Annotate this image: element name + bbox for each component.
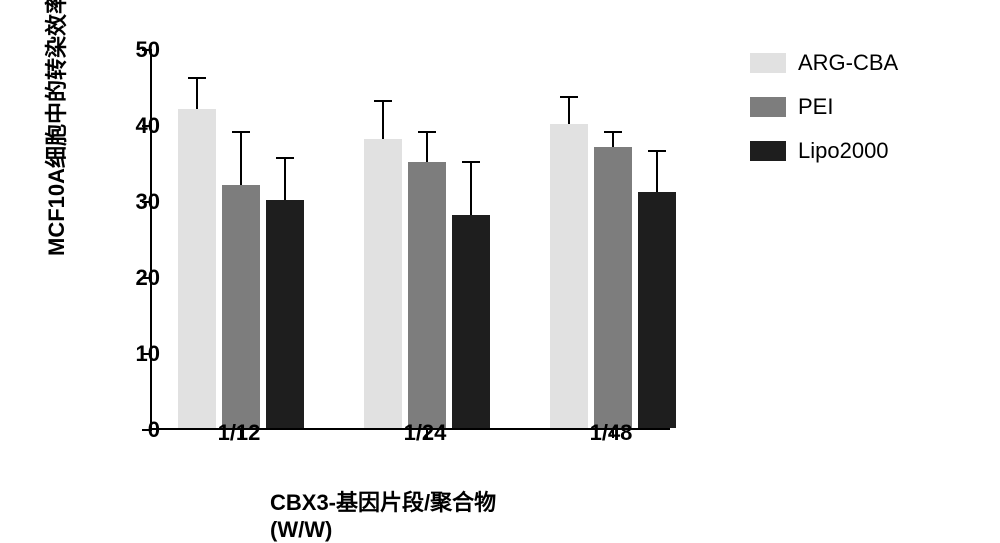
- bar: [452, 215, 490, 428]
- legend-item: Lipo2000: [750, 138, 898, 164]
- bar: [266, 200, 304, 428]
- error-cap: [648, 150, 666, 152]
- bar-chart: MCF10A细胞中的转染效率(%) CBX3-基因片段/聚合物(W/W) 010…: [70, 30, 690, 470]
- error-bar: [284, 158, 286, 200]
- error-bar: [568, 97, 570, 124]
- error-bar: [426, 132, 428, 162]
- error-bar: [196, 78, 198, 108]
- y-tick-label: 20: [100, 265, 160, 291]
- legend-item: ARG-CBA: [750, 50, 898, 76]
- legend: ARG-CBA PEI Lipo2000: [750, 50, 898, 182]
- bar: [222, 185, 260, 428]
- error-bar: [470, 162, 472, 215]
- legend-swatch: [750, 53, 786, 73]
- bar: [638, 192, 676, 428]
- bar: [594, 147, 632, 428]
- x-tick-label: 1/24: [404, 420, 447, 446]
- legend-swatch: [750, 97, 786, 117]
- bar: [408, 162, 446, 428]
- y-axis-title: MCF10A细胞中的转染效率(%): [39, 0, 71, 256]
- bar: [550, 124, 588, 428]
- error-bar: [612, 132, 614, 147]
- y-tick-label: 50: [100, 37, 160, 63]
- error-cap: [188, 77, 206, 79]
- error-cap: [560, 96, 578, 98]
- legend-label: PEI: [798, 94, 833, 120]
- legend-item: PEI: [750, 94, 898, 120]
- y-tick-label: 0: [100, 417, 160, 443]
- legend-label: Lipo2000: [798, 138, 889, 164]
- plot-area: [150, 50, 670, 430]
- error-cap: [232, 131, 250, 133]
- x-axis-title: CBX3-基因片段/聚合物(W/W): [270, 485, 550, 543]
- bar: [364, 139, 402, 428]
- y-tick-label: 40: [100, 113, 160, 139]
- y-tick-label: 10: [100, 341, 160, 367]
- error-cap: [374, 100, 392, 102]
- error-cap: [604, 131, 622, 133]
- error-cap: [418, 131, 436, 133]
- legend-swatch: [750, 141, 786, 161]
- error-bar: [382, 101, 384, 139]
- x-tick-label: 1/48: [590, 420, 633, 446]
- error-cap: [462, 161, 480, 163]
- x-tick-label: 1/12: [218, 420, 261, 446]
- legend-label: ARG-CBA: [798, 50, 898, 76]
- error-bar: [240, 132, 242, 185]
- error-cap: [276, 157, 294, 159]
- error-bar: [656, 151, 658, 193]
- y-tick-label: 30: [100, 189, 160, 215]
- bar: [178, 109, 216, 428]
